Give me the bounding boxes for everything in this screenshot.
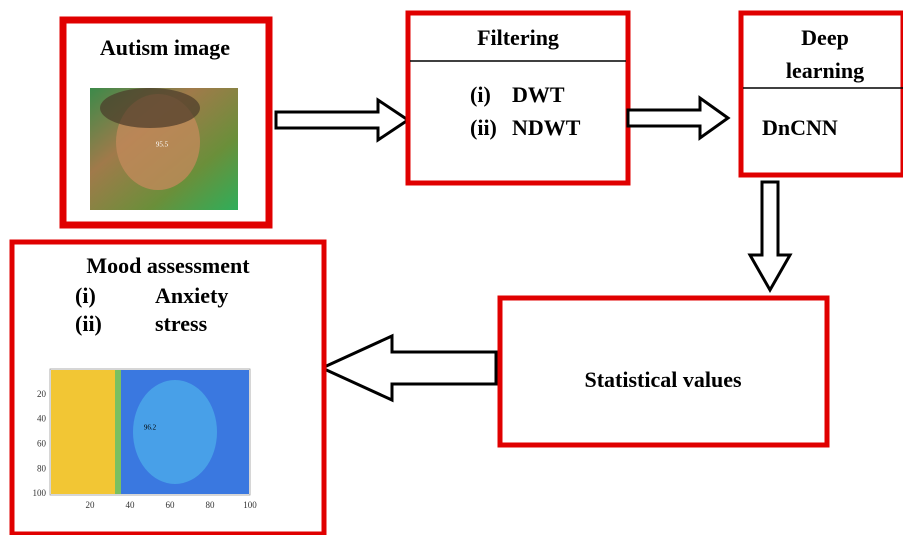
y-tick-label: 40 [37, 414, 47, 424]
heatmap-region [51, 370, 119, 494]
item-marker: (i) [470, 82, 491, 107]
box-title: Deep [801, 25, 849, 50]
x-tick-label: 100 [243, 500, 257, 510]
diagram: Autism image 95.5 Filtering (i) DWT (ii)… [0, 0, 903, 535]
x-tick-label: 40 [126, 500, 136, 510]
heatmap-edge [115, 370, 121, 494]
item-text: DnCNN [762, 115, 838, 140]
item-text: NDWT [512, 115, 581, 140]
y-tick-label: 20 [37, 389, 47, 399]
box-title: learning [786, 58, 864, 83]
x-tick-label: 60 [166, 500, 176, 510]
item-text: stress [155, 311, 208, 336]
photo-label: 95.5 [156, 141, 169, 149]
y-tick-label: 80 [37, 463, 47, 473]
item-marker: (ii) [470, 115, 497, 140]
y-tick-label: 100 [33, 488, 47, 498]
item-text: Anxiety [155, 283, 228, 308]
arrow-right [628, 98, 728, 138]
arrow-left [322, 336, 496, 400]
item-text: DWT [512, 82, 565, 107]
box-title: Autism image [100, 35, 230, 60]
hair-shape [100, 88, 200, 128]
heatmap-face [133, 380, 217, 484]
item-marker: (i) [75, 283, 96, 308]
x-tick-label: 20 [86, 500, 96, 510]
box-title: Statistical values [584, 367, 741, 392]
x-tick-label: 80 [206, 500, 216, 510]
arrow-right [276, 100, 408, 140]
box-title: Filtering [477, 25, 559, 50]
arrow-down [750, 182, 790, 290]
y-tick-label: 60 [37, 438, 47, 448]
item-marker: (ii) [75, 311, 102, 336]
box-title: Mood assessment [86, 253, 250, 278]
heatmap-label: 96.2 [144, 424, 157, 432]
